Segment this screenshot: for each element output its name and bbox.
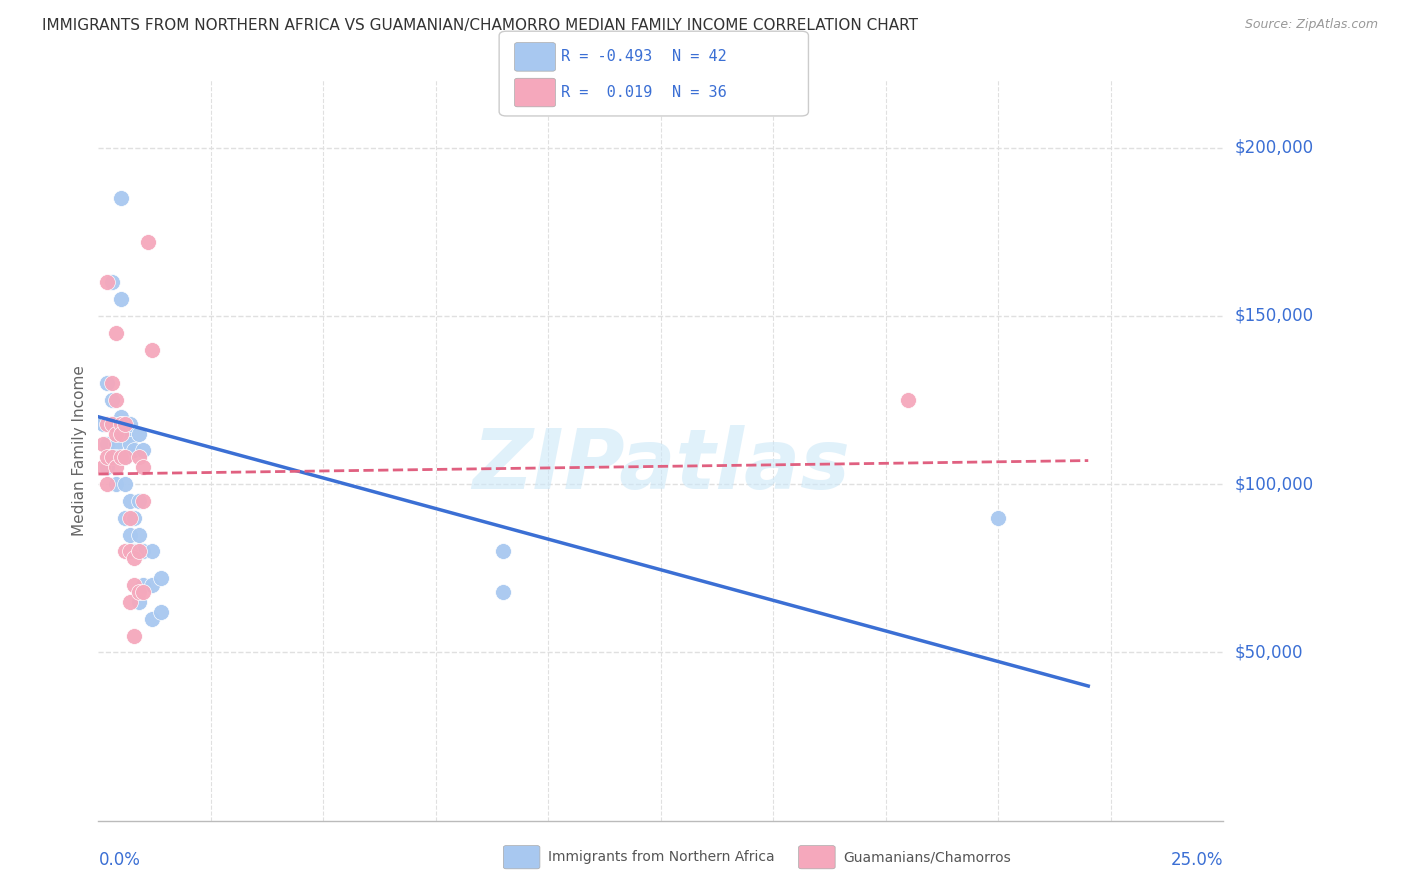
Point (96, 450, 118, 465)
Point (105, 450, 128, 465)
Point (118, 417, 141, 431)
Point (141, 612, 163, 626)
Text: ZIPatlas: ZIPatlas (472, 425, 849, 506)
Point (114, 510, 136, 524)
Point (96, 436, 118, 450)
Point (141, 578, 163, 592)
Text: N = 36: N = 36 (672, 85, 727, 100)
Point (150, 605, 173, 619)
Text: $150,000: $150,000 (1234, 307, 1313, 325)
Point (96, 417, 118, 431)
Point (105, 417, 128, 431)
Point (124, 443, 146, 458)
Text: 25.0%: 25.0% (1171, 851, 1223, 869)
Point (110, 417, 132, 431)
Point (132, 578, 155, 592)
Point (128, 494, 150, 508)
Text: $50,000: $50,000 (1234, 643, 1303, 661)
Point (124, 551, 146, 566)
Point (110, 426, 132, 441)
Point (105, 326, 128, 340)
Point (128, 595, 150, 609)
Text: $100,000: $100,000 (1234, 475, 1313, 493)
Point (118, 436, 141, 450)
Text: N = 42: N = 42 (672, 49, 727, 64)
Point (105, 392, 128, 407)
Point (101, 450, 124, 465)
Text: Guamanians/Chamorros: Guamanians/Chamorros (844, 850, 1011, 864)
Point (987, 510, 1010, 524)
Point (110, 191, 132, 205)
Point (150, 571, 173, 585)
Text: Immigrants from Northern Africa: Immigrants from Northern Africa (548, 850, 775, 864)
Point (105, 436, 128, 450)
Point (114, 426, 136, 441)
Point (124, 628, 146, 642)
Point (128, 544, 150, 558)
Point (118, 527, 141, 541)
Point (128, 584, 150, 599)
Point (128, 450, 150, 465)
Point (96, 477, 118, 491)
Point (132, 494, 155, 508)
Point (91, 460, 114, 475)
Y-axis label: Median Family Income: Median Family Income (72, 365, 87, 536)
Point (105, 477, 128, 491)
Point (91, 436, 114, 450)
Text: $200,000: $200,000 (1234, 138, 1313, 157)
Point (101, 417, 124, 431)
Text: R = -0.493: R = -0.493 (561, 49, 652, 64)
Point (897, 392, 920, 407)
Point (124, 544, 146, 558)
Point (110, 292, 132, 306)
Point (132, 584, 155, 599)
Point (96, 460, 118, 475)
Point (128, 426, 150, 441)
Point (132, 443, 155, 458)
Text: IMMIGRANTS FROM NORTHERN AFRICA VS GUAMANIAN/CHAMORRO MEDIAN FAMILY INCOME CORRE: IMMIGRANTS FROM NORTHERN AFRICA VS GUAMA… (42, 18, 918, 33)
Point (118, 544, 141, 558)
Point (110, 409, 132, 424)
Point (114, 417, 136, 431)
Point (105, 426, 128, 441)
Point (110, 450, 132, 465)
Point (124, 510, 146, 524)
Point (141, 544, 163, 558)
Text: 0.0%: 0.0% (98, 851, 141, 869)
Point (136, 235, 159, 249)
Text: Source: ZipAtlas.com: Source: ZipAtlas.com (1244, 18, 1378, 31)
Text: R =  0.019: R = 0.019 (561, 85, 652, 100)
Point (492, 584, 515, 599)
Point (128, 527, 150, 541)
Point (118, 494, 141, 508)
Point (91, 417, 114, 431)
Point (101, 450, 124, 465)
Point (492, 544, 515, 558)
Point (132, 544, 155, 558)
Point (105, 460, 128, 475)
Point (96, 275, 118, 289)
Point (141, 343, 163, 357)
Point (118, 595, 141, 609)
Point (101, 417, 124, 431)
Point (114, 450, 136, 465)
Point (132, 460, 155, 475)
Point (114, 477, 136, 491)
Point (101, 392, 124, 407)
Point (110, 417, 132, 431)
Point (114, 450, 136, 465)
Point (124, 578, 146, 592)
Point (114, 544, 136, 558)
Point (96, 376, 118, 391)
Point (101, 376, 124, 391)
Point (101, 275, 124, 289)
Point (118, 510, 141, 524)
